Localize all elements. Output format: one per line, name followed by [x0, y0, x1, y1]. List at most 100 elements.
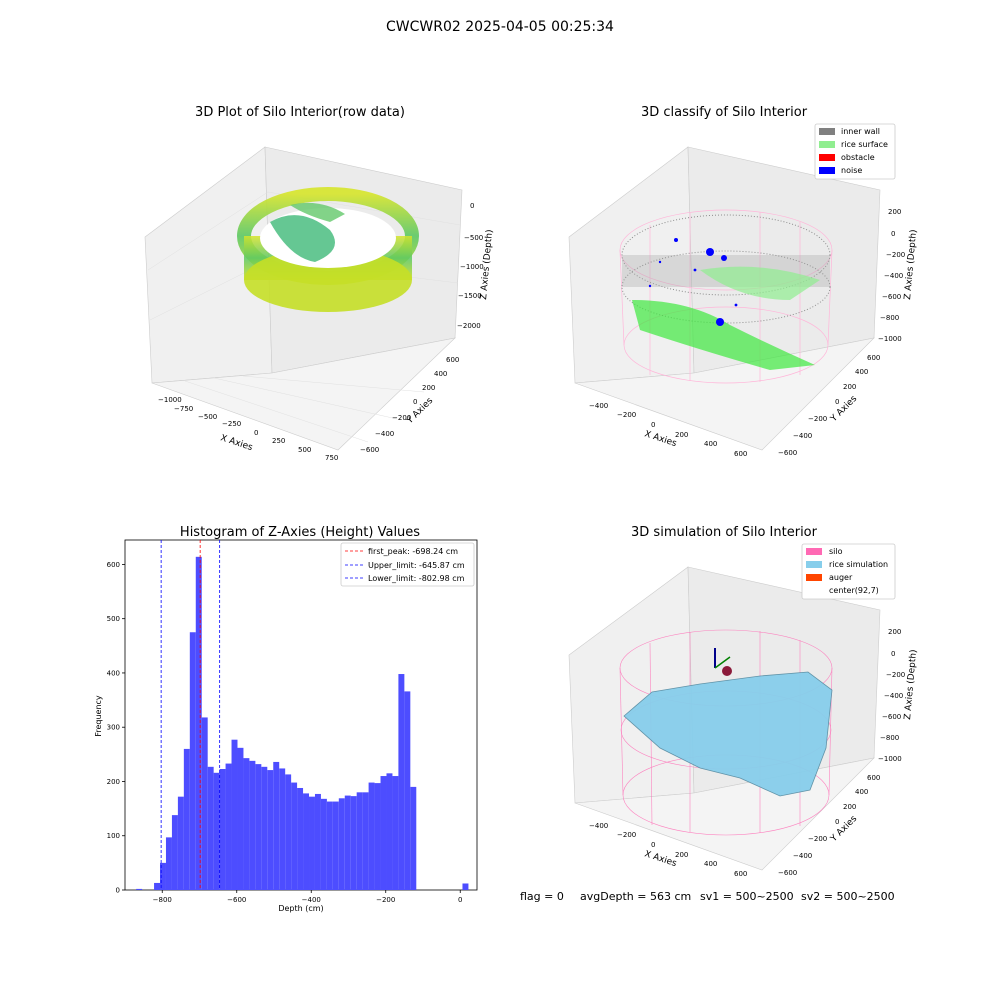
hist-bar [291, 782, 298, 890]
hist-bar [386, 773, 393, 890]
simulation-z-tick: −1000 [878, 755, 902, 763]
simulation-y-tick: −400 [793, 852, 812, 860]
hist-bar [320, 798, 327, 890]
simulation-y-tick: −600 [778, 869, 797, 877]
hist-bar [374, 783, 381, 890]
hist-bar [314, 793, 321, 890]
raw-y-tick: 200 [422, 384, 435, 392]
hist-bar [231, 739, 238, 890]
hist-x-label: Depth (cm) [278, 904, 323, 913]
raw-z-ticks: 0 −500 −1000 −1500 −2000 [457, 202, 484, 330]
status-flag: flag = 0 [520, 890, 564, 903]
simulation-y-tick: 200 [843, 803, 856, 811]
raw-z-tick: −500 [464, 234, 483, 242]
classify-z-tick: −1000 [878, 335, 902, 343]
classify-y-tick: 0 [835, 398, 839, 406]
panel-histogram: Histogram of Z-Axies (Height) Values −80… [94, 525, 478, 913]
hist-bar [332, 801, 339, 890]
classify-x-ticks: −400 −200 0 200 400 600 [589, 402, 747, 458]
raw-z-tick: −1000 [460, 263, 484, 271]
classify-x-tick: 600 [734, 450, 747, 458]
hist-bar [160, 862, 166, 890]
raw-z-tick: −2000 [457, 322, 481, 330]
classify-y-tick: 400 [855, 368, 868, 376]
legend-upper-limit: Upper_limit: -645.87 cm [368, 561, 465, 570]
hist-bar [404, 691, 411, 890]
classify-z-tick: 0 [891, 230, 895, 238]
legend-label-inner-wall: inner wall [841, 127, 880, 136]
classify-y-label: Y Axies [828, 394, 859, 425]
classify-z-tick: −400 [884, 272, 903, 280]
hist-bars [136, 556, 469, 890]
raw-y-tick: 0 [413, 398, 417, 406]
hist-x-ticks: −800 −600 −400 −200 0 [153, 890, 462, 904]
classify-y-ticks: −600 −400 −200 0 200 400 600 [778, 354, 880, 457]
legend-label-center: center(92,7) [829, 586, 879, 595]
classify-y-tick: −400 [793, 432, 812, 440]
simulation-x-tick: 0 [651, 841, 655, 849]
hist-bar [136, 888, 143, 890]
raw-y-tick: −400 [375, 430, 394, 438]
hist-x-tick-label: −400 [302, 896, 321, 904]
hist-bar [261, 766, 268, 890]
simulation-y-tick: 0 [835, 818, 839, 826]
panel-simulation-title: 3D simulation of Silo Interior [631, 525, 818, 540]
hist-bar [219, 768, 226, 890]
raw-z-tick: 0 [470, 202, 474, 210]
simulation-y-tick: 600 [867, 774, 880, 782]
classify-z-tick: −200 [886, 251, 905, 259]
hist-bar [171, 815, 178, 890]
legend-label-rice-surface: rice surface [841, 140, 888, 149]
hist-x-tick-label: −200 [376, 896, 395, 904]
hist-bar [249, 760, 256, 890]
hist-bar [189, 632, 196, 890]
simulation-x-tick: −200 [617, 831, 636, 839]
legend-label-noise: noise [841, 166, 862, 175]
hist-bar [195, 556, 202, 890]
raw-x-tick: 0 [254, 429, 258, 437]
raw-x-tick: 250 [272, 437, 285, 445]
status-sv2: sv2 = 500~2500 [801, 890, 895, 903]
simulation-z-tick: −400 [884, 692, 903, 700]
hist-y-tick-label: 500 [107, 615, 120, 623]
simulation-z-ticks: 200 0 −200 −400 −600 −800 −1000 [878, 628, 905, 763]
simulation-x-label: X Axies [643, 849, 678, 869]
hist-bar [267, 770, 274, 890]
classify-z-tick: −800 [880, 314, 899, 322]
hist-bar [309, 796, 315, 890]
classify-z-tick: −600 [882, 293, 901, 301]
simulation-z-tick: 0 [891, 650, 895, 658]
simulation-x-tick: 400 [704, 860, 717, 868]
hist-bar [165, 837, 172, 890]
legend-lower-limit: Lower_limit: -802.98 cm [368, 574, 465, 583]
classify-x-tick: 0 [651, 421, 655, 429]
classify-x-tick: 200 [675, 431, 688, 439]
simulation-z-label: Z Axies (Depth) [903, 649, 919, 720]
hist-bar [154, 882, 161, 890]
legend-label-obstacle: obstacle [841, 153, 875, 162]
hist-bar [183, 748, 190, 890]
raw-y-tick: 400 [434, 370, 447, 378]
panel-raw-title: 3D Plot of Silo Interior(row data) [195, 105, 405, 120]
hist-bar [398, 674, 405, 890]
raw-y-tick: −600 [360, 446, 379, 454]
hist-x-tick-label: −800 [153, 896, 172, 904]
hist-y-tick-label: 600 [107, 561, 120, 569]
simulation-y-label: Y Axies [828, 814, 859, 845]
legend-label-silo: silo [829, 547, 843, 556]
hist-bar [213, 772, 220, 890]
classify-y-tick: 600 [867, 354, 880, 362]
raw-y-tick: −200 [392, 414, 411, 422]
figure-title: CWCWR02 2025-04-05 00:25:34 [386, 19, 614, 35]
rice-simulation-surface [623, 671, 833, 797]
status-line: flag = 0 avgDepth = 563 cm sv1 = 500~250… [520, 890, 895, 903]
axes-3d-box [568, 146, 881, 451]
simulation-z-tick: −600 [882, 713, 901, 721]
classify-x-tick: −400 [589, 402, 608, 410]
hist-y-tick-label: 300 [107, 724, 120, 732]
hist-bar [225, 763, 232, 890]
raw-x-tick: 500 [298, 446, 311, 454]
legend-label-auger: auger [829, 573, 853, 582]
hist-bar [410, 786, 417, 890]
